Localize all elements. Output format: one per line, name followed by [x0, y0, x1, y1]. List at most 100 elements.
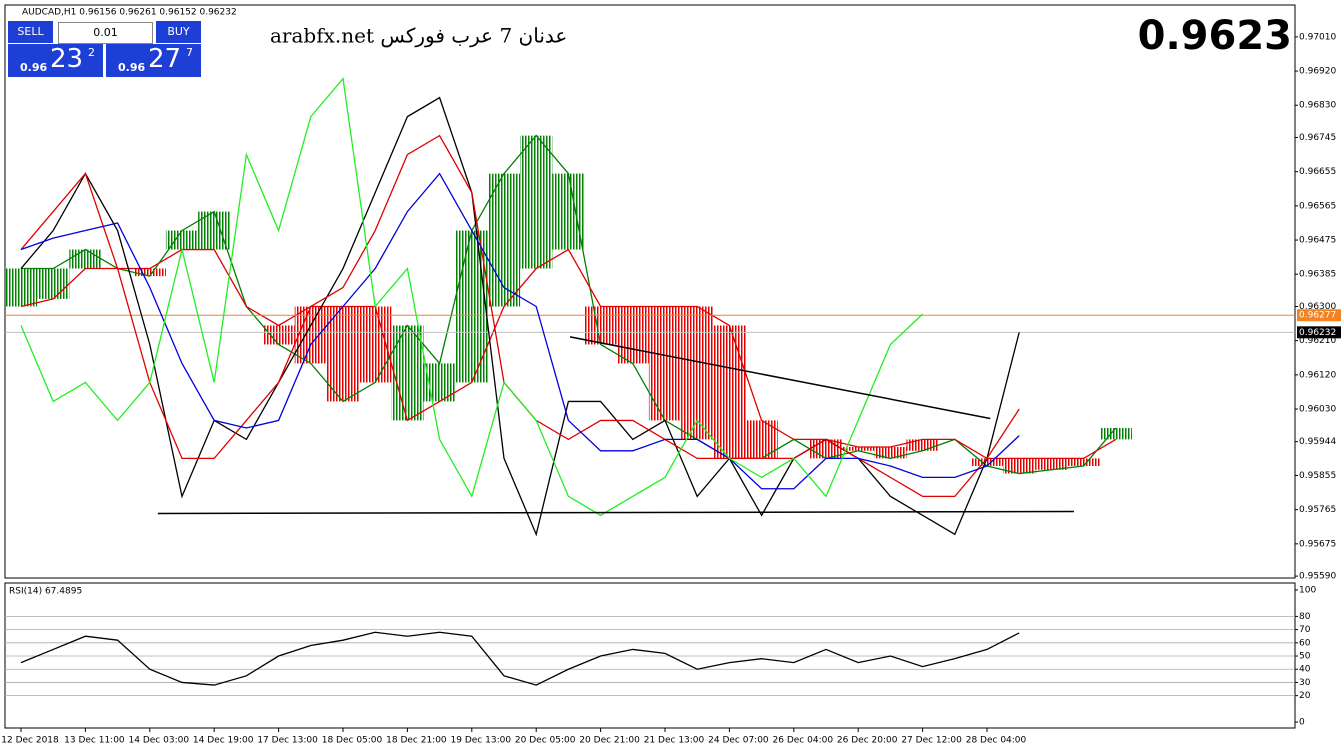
y-tick-label: 0.96655 — [1299, 167, 1336, 177]
cloud-band — [584, 306, 617, 345]
rsi-frame — [4, 582, 1296, 729]
y-tick-label: 0 — [1299, 718, 1305, 728]
sell-pips: 23 — [50, 44, 84, 74]
y-tick-label: 0.95765 — [1299, 505, 1336, 515]
cloud-band — [37, 268, 70, 299]
price-box-label: 0.96232 — [1299, 328, 1336, 338]
y-tick-label: 100 — [1299, 585, 1316, 595]
header: AUDCAD,H1 0.96156 0.96261 0.96152 0.9623… — [22, 8, 237, 18]
y-tick-label: 0.97010 — [1299, 32, 1336, 42]
x-tick-label: 12 Dec 2018 — [1, 736, 59, 746]
cloud-band — [133, 268, 166, 277]
y-tick-label: 0.96120 — [1299, 370, 1336, 380]
x-tick-label: 17 Dec 13:00 — [257, 736, 318, 746]
buy-price[interactable]: 0.96 27 7 — [106, 44, 201, 77]
cloud-band — [294, 306, 327, 364]
x-tick-label: 20 Dec 21:00 — [579, 736, 640, 746]
x-tick-label: 21 Dec 13:00 — [644, 736, 705, 746]
price-box — [1297, 326, 1341, 339]
cloud-band — [552, 173, 585, 250]
y-tick-label: 0.96385 — [1299, 270, 1336, 280]
x-tick-label: 28 Dec 04:00 — [966, 736, 1027, 746]
series-line — [20, 631, 1020, 686]
y-tick-label: 0.96830 — [1299, 101, 1336, 111]
main-frame — [4, 4, 1296, 579]
cloud-band — [1099, 428, 1132, 440]
buy-button[interactable]: BUY — [156, 21, 201, 43]
y-tick-label: 0.95944 — [1299, 437, 1336, 447]
cloud-band — [4, 268, 38, 307]
sell-big: 0.96 — [20, 61, 48, 74]
cloud-band — [69, 249, 102, 269]
lot-input[interactable]: 0.01 — [58, 22, 153, 44]
y-tick-label: 0.96300 — [1299, 302, 1336, 312]
buy-pips: 27 — [148, 44, 182, 74]
cloud-band — [842, 446, 875, 451]
x-tick-label: 24 Dec 07:00 — [708, 736, 769, 746]
x-tick-label: 19 Dec 13:00 — [451, 736, 512, 746]
y-tick-label: 40 — [1299, 665, 1311, 675]
x-tick-label: 14 Dec 03:00 — [129, 736, 190, 746]
cloud-band — [874, 446, 907, 459]
cloud-band — [648, 306, 682, 421]
cloud-band — [1035, 458, 1068, 470]
cloud-band — [713, 325, 746, 459]
y-tick-label: 50 — [1299, 652, 1311, 662]
series-line — [20, 172, 1020, 490]
y-tick-label: 30 — [1299, 678, 1311, 688]
trendline — [569, 336, 991, 420]
sell-price[interactable]: 0.96 23 2 — [8, 44, 103, 77]
cloud-edge — [21, 134, 1117, 475]
buy-frac: 7 — [186, 46, 193, 59]
buy-big: 0.96 — [118, 61, 146, 74]
cloud-band — [487, 173, 521, 307]
cloud-band — [262, 325, 295, 345]
x-tick-label: 18 Dec 05:00 — [322, 736, 383, 746]
y-tick-label: 0.95675 — [1299, 539, 1336, 549]
cloud-band — [681, 306, 714, 440]
y-tick-label: 0.96565 — [1299, 201, 1336, 211]
y-tick-label: 20 — [1299, 691, 1311, 701]
cloud-band — [391, 325, 424, 421]
x-tick-label: 18 Dec 21:00 — [386, 736, 447, 746]
cloud-band — [745, 420, 778, 459]
cloud-band — [1067, 458, 1100, 466]
x-tick-label: 26 Dec 04:00 — [773, 736, 834, 746]
cloud-band — [520, 135, 553, 269]
y-tick-label: 80 — [1299, 612, 1311, 622]
x-tick-label: 14 Dec 19:00 — [193, 736, 254, 746]
price-box — [1297, 309, 1341, 322]
y-tick-label: 0.95590 — [1299, 572, 1336, 582]
x-tick-label: 13 Dec 11:00 — [64, 736, 125, 746]
cloud-edge — [20, 248, 1117, 460]
bid-display: 0.9623 — [1138, 13, 1292, 59]
y-tick-label: 0.96920 — [1299, 67, 1336, 77]
cloud-band — [165, 230, 199, 250]
y-tick-label: 0.96030 — [1299, 405, 1336, 415]
chart-title: arabfx.net عدنان 7 عرب فوركس — [270, 24, 567, 48]
cloud-band — [326, 306, 360, 402]
trade-panel: SELL 0.01 BUY 0.96 23 2 0.96 27 7 — [8, 21, 201, 77]
trendline — [157, 510, 1074, 515]
sell-frac: 2 — [88, 46, 95, 59]
x-tick-label: 27 Dec 12:00 — [901, 736, 962, 746]
y-tick-label: 60 — [1299, 638, 1311, 648]
cloud-band — [906, 439, 939, 451]
rsi-title: RSI(14) 67.4895 — [9, 587, 82, 597]
x-tick-label: 20 Dec 05:00 — [515, 736, 576, 746]
sell-button[interactable]: SELL — [8, 21, 53, 43]
y-tick-label: 70 — [1299, 625, 1311, 635]
x-tick-label: 26 Dec 20:00 — [837, 736, 898, 746]
y-tick-label: 0.96745 — [1299, 133, 1336, 143]
y-tick-label: 0.96210 — [1299, 336, 1336, 346]
cloud-band — [1003, 458, 1036, 474]
cloud-band — [970, 458, 1004, 466]
series-line — [20, 77, 924, 517]
price-box-label: 0.96277 — [1299, 311, 1336, 321]
cloud-band — [616, 306, 649, 364]
y-tick-label: 0.95855 — [1299, 471, 1336, 481]
y-tick-label: 0.96475 — [1299, 236, 1336, 246]
cloud-band — [455, 230, 488, 383]
